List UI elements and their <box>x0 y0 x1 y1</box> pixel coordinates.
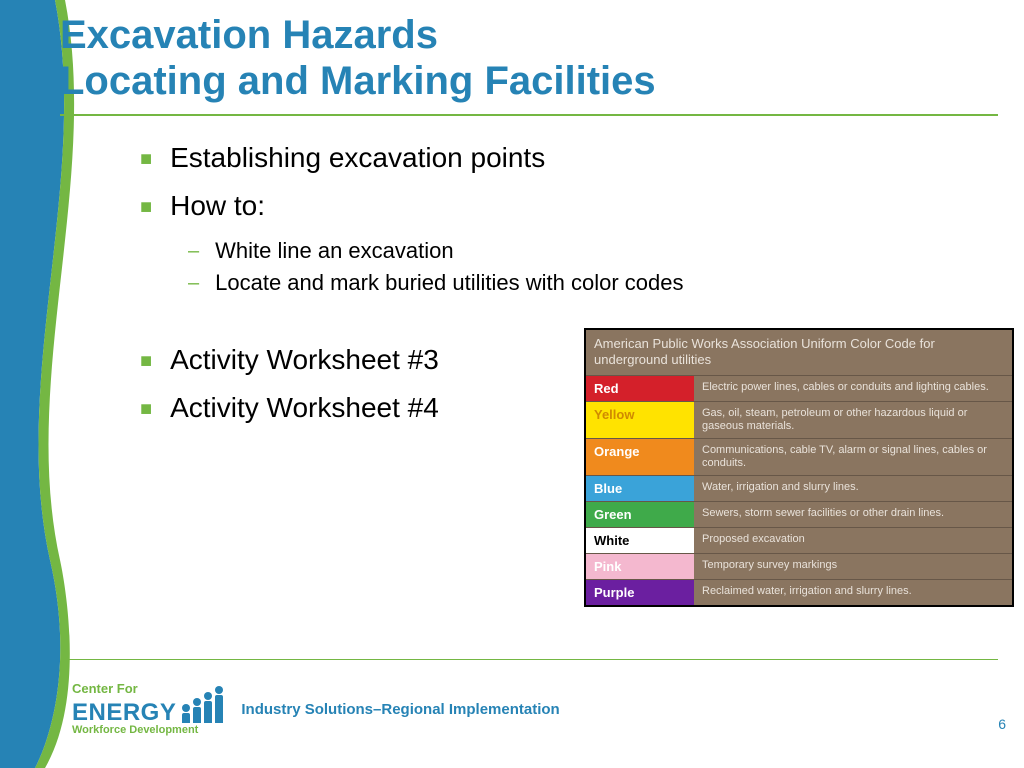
bullet-marker: ■ <box>140 142 152 176</box>
slide-content: Excavation Hazards Locating and Marking … <box>60 12 998 748</box>
bullet-marker: ■ <box>140 344 152 378</box>
bullet-text: Establishing excavation points <box>170 142 545 174</box>
bullet-text: White line an excavation <box>215 238 453 264</box>
bullet-text: How to: <box>170 190 265 222</box>
page-number: 6 <box>998 716 1006 732</box>
bullet-marker: – <box>188 238 199 264</box>
slide-title: Excavation Hazards Locating and Marking … <box>60 12 998 104</box>
bullet-marker: ■ <box>140 392 152 426</box>
bullet-marker: – <box>188 270 199 296</box>
title-line-1: Excavation Hazards <box>60 13 438 57</box>
bullet-item: ■ How to: <box>140 190 998 224</box>
bullet-marker: ■ <box>140 190 152 224</box>
bullet-text: Locate and mark buried utilities with co… <box>215 270 683 296</box>
sub-bullet-item: –Locate and mark buried utilities with c… <box>188 270 998 296</box>
bullet-item: ■ Establishing excavation points <box>140 142 998 176</box>
bullet-text: Activity Worksheet #3 <box>170 344 439 376</box>
bullet-item: ■ Activity Worksheet #4 <box>140 392 998 426</box>
bullet-list: ■ Establishing excavation points ■ How to:… <box>140 142 998 426</box>
sub-bullet-item: –White line an excavation <box>188 238 998 264</box>
title-line-2: Locating and Marking Facilities <box>60 59 656 103</box>
bullet-text: Activity Worksheet #4 <box>170 392 439 424</box>
title-divider <box>60 114 998 116</box>
bullet-item: ■ Activity Worksheet #3 <box>140 344 998 378</box>
